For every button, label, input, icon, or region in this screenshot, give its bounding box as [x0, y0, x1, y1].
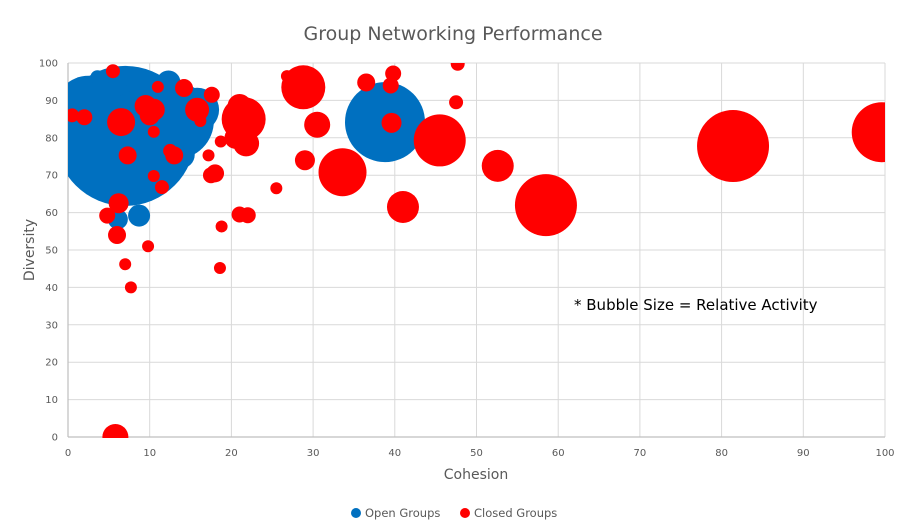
bubble [139, 105, 160, 126]
bubble [202, 149, 215, 162]
x-tick-label: 60 [552, 448, 565, 459]
bubble [102, 424, 129, 438]
bubble [697, 110, 770, 183]
bubble [413, 114, 466, 167]
bubble [213, 261, 226, 274]
bubble [382, 77, 399, 94]
bubble [281, 65, 326, 110]
bubble [357, 73, 376, 92]
bubble [147, 169, 160, 182]
bubble-size-annotation: * Bubble Size = Relative Activity [574, 296, 818, 314]
bubble [151, 80, 164, 93]
bubble [270, 182, 283, 195]
bubble [481, 149, 514, 182]
bubble [851, 102, 885, 163]
x-tick-label: 0 [65, 448, 71, 459]
bubble [318, 148, 367, 197]
y-tick-label: 50 [45, 246, 58, 257]
bubble [450, 63, 465, 71]
bubble [194, 114, 207, 127]
bubble [118, 146, 137, 165]
y-axis-ticks: 0 10 20 30 40 50 60 70 80 90 100 [39, 59, 58, 444]
bubble [202, 167, 219, 184]
legend-closed-groups-label: Closed Groups [474, 506, 557, 520]
bubble [233, 130, 260, 157]
y-tick-label: 30 [45, 320, 58, 331]
bubble [107, 108, 136, 137]
bubble [239, 207, 256, 224]
legend: Open Groups Closed Groups [351, 506, 557, 520]
bubble [119, 258, 132, 271]
y-tick-label: 0 [52, 433, 58, 444]
bubble [99, 207, 116, 224]
chart-title: Group Networking Performance [303, 23, 602, 45]
bubble [215, 220, 228, 233]
bubble [175, 79, 194, 98]
bubble [381, 112, 402, 133]
bubble-series [68, 63, 885, 438]
bubble [165, 146, 184, 165]
bubble [449, 95, 464, 110]
y-tick-label: 10 [45, 395, 58, 406]
bubble [68, 108, 80, 123]
closed-groups-series [68, 63, 885, 438]
bubble [154, 180, 169, 195]
y-tick-label: 70 [45, 171, 58, 182]
x-tick-label: 70 [634, 448, 647, 459]
bubble [514, 174, 577, 237]
x-tick-label: 20 [225, 448, 238, 459]
x-tick-label: 90 [797, 448, 810, 459]
legend-closed-groups-marker [460, 508, 470, 518]
bubble [203, 86, 220, 103]
y-tick-label: 60 [45, 208, 58, 219]
bubble [304, 111, 331, 138]
bubble [105, 64, 120, 79]
x-tick-label: 100 [875, 448, 894, 459]
x-axis-title: Cohesion [444, 467, 508, 483]
y-axis-title: Diversity [22, 219, 38, 281]
bubble [76, 109, 93, 126]
x-tick-label: 50 [470, 448, 483, 459]
bubble [142, 240, 155, 253]
x-tick-label: 30 [307, 448, 320, 459]
x-tick-label: 80 [715, 448, 728, 459]
bubble [108, 193, 129, 214]
x-tick-label: 40 [388, 448, 401, 459]
bubble [214, 135, 227, 148]
legend-open-groups-label: Open Groups [365, 506, 440, 520]
bubble [90, 70, 105, 85]
bubble [294, 150, 315, 171]
legend-open-groups-marker [351, 508, 361, 518]
y-tick-label: 90 [45, 96, 58, 107]
y-tick-label: 100 [39, 59, 58, 70]
bubble [385, 65, 402, 82]
x-tick-label: 10 [143, 448, 156, 459]
bubble [147, 125, 160, 138]
bubble [128, 204, 151, 227]
x-axis-ticks: 0 10 20 30 40 50 60 70 80 90 100 [65, 448, 895, 459]
bubble [124, 281, 137, 294]
y-tick-label: 20 [45, 358, 58, 369]
y-tick-label: 40 [45, 283, 58, 294]
y-tick-label: 80 [45, 133, 58, 144]
bubble [386, 190, 419, 223]
bubble [108, 226, 127, 245]
